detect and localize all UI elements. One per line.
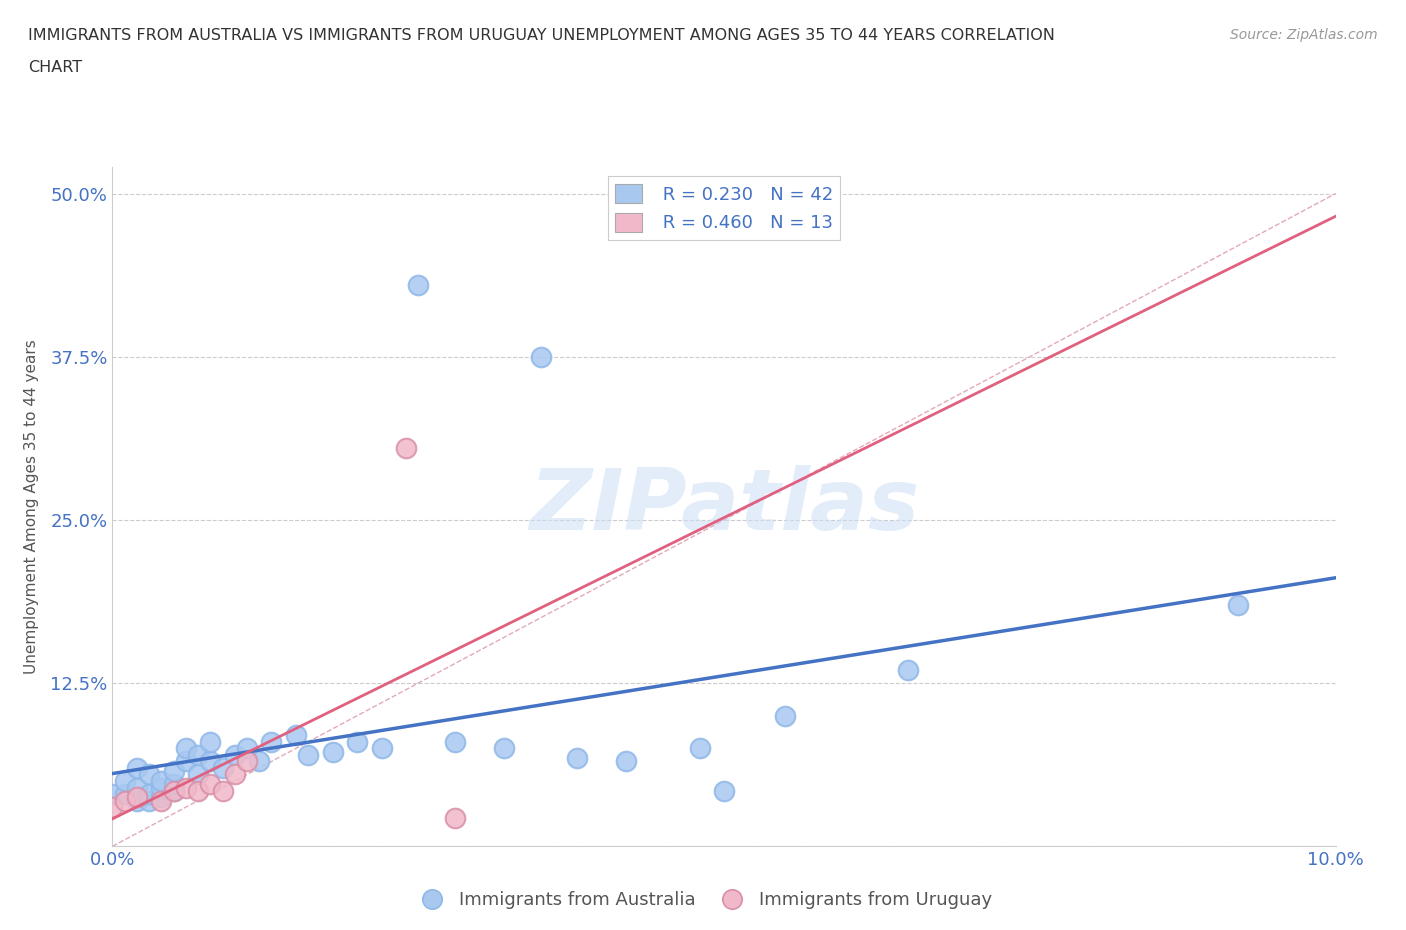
- Point: [444, 735, 467, 750]
- Text: ZIPatlas: ZIPatlas: [529, 465, 920, 549]
- Point: [114, 787, 136, 802]
- Point: [284, 728, 308, 743]
- Point: [150, 780, 173, 795]
- Y-axis label: Unemployment Among Ages 35 to 44 years: Unemployment Among Ages 35 to 44 years: [24, 339, 39, 674]
- Point: [297, 748, 319, 763]
- Point: [395, 441, 418, 456]
- Point: [187, 748, 209, 763]
- Point: [247, 754, 270, 769]
- Text: Source: ZipAtlas.com: Source: ZipAtlas.com: [1230, 28, 1378, 42]
- Point: [163, 784, 186, 799]
- Point: [224, 767, 246, 782]
- Point: [125, 761, 148, 776]
- Text: CHART: CHART: [28, 60, 82, 75]
- Point: [125, 790, 148, 804]
- Point: [138, 767, 160, 782]
- Point: [236, 741, 259, 756]
- Point: [125, 780, 148, 795]
- Point: [114, 793, 136, 808]
- Point: [174, 780, 197, 795]
- Point: [1226, 597, 1249, 612]
- Text: IMMIGRANTS FROM AUSTRALIA VS IMMIGRANTS FROM URUGUAY UNEMPLOYMENT AMONG AGES 35 : IMMIGRANTS FROM AUSTRALIA VS IMMIGRANTS …: [28, 28, 1054, 43]
- Point: [211, 761, 233, 776]
- Point: [150, 793, 173, 808]
- Point: [236, 754, 259, 769]
- Point: [322, 745, 344, 760]
- Point: [138, 793, 160, 808]
- Point: [163, 777, 186, 791]
- Legend:  R = 0.230   N = 42,  R = 0.460   N = 13: R = 0.230 N = 42, R = 0.460 N = 13: [607, 177, 841, 240]
- Point: [174, 741, 197, 756]
- Point: [492, 741, 515, 756]
- Point: [689, 741, 711, 756]
- Point: [370, 741, 392, 756]
- Point: [200, 754, 222, 769]
- Point: [163, 764, 186, 778]
- Point: [200, 777, 222, 791]
- Point: [713, 784, 735, 799]
- Point: [224, 748, 246, 763]
- Point: [408, 277, 430, 292]
- Point: [150, 790, 173, 804]
- Point: [187, 784, 209, 799]
- Point: [530, 350, 553, 365]
- Point: [897, 662, 920, 677]
- Point: [163, 784, 186, 799]
- Point: [174, 754, 197, 769]
- Point: [101, 787, 124, 802]
- Point: [101, 800, 124, 815]
- Point: [444, 810, 467, 825]
- Point: [567, 751, 589, 765]
- Point: [346, 735, 368, 750]
- Point: [211, 784, 233, 799]
- Point: [150, 774, 173, 789]
- Point: [200, 735, 222, 750]
- Point: [114, 774, 136, 789]
- Point: [260, 735, 283, 750]
- Point: [187, 767, 209, 782]
- Point: [614, 754, 637, 769]
- Point: [775, 709, 797, 724]
- Point: [125, 793, 148, 808]
- Point: [138, 787, 160, 802]
- Legend: Immigrants from Australia, Immigrants from Uruguay: Immigrants from Australia, Immigrants fr…: [406, 884, 1000, 916]
